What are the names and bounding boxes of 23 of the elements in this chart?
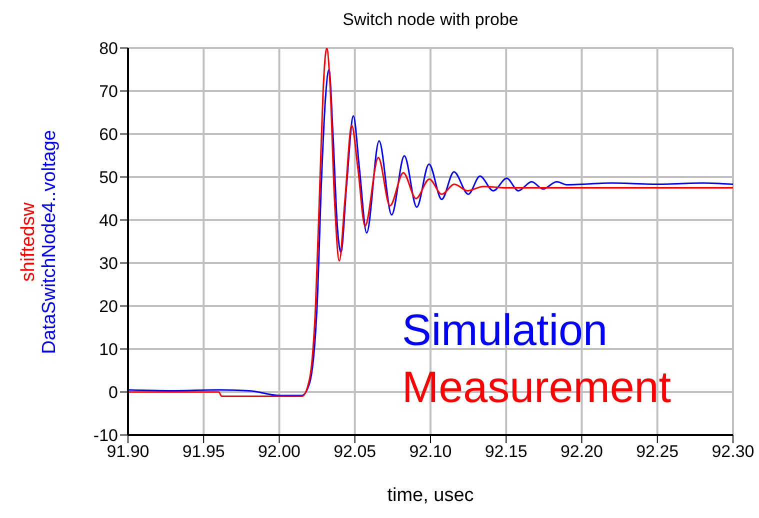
y-tick-label: 0: [108, 383, 118, 402]
annotation: Simulation: [402, 305, 608, 357]
y-tick-label: 80: [99, 39, 118, 58]
y-tick-label: 70: [99, 82, 118, 102]
y-tick-label: 20: [99, 297, 118, 316]
chart-title: Switch node with probe: [342, 10, 520, 30]
annotation: Measurement: [402, 362, 672, 414]
x-tick-label: 92.10: [409, 442, 452, 462]
text: DataSwitchNode4..voltage: [39, 130, 60, 354]
x-tick-label: 91.95: [182, 442, 225, 462]
y-tick-label: 10: [99, 340, 118, 360]
x-tick-label: 92.00: [258, 442, 301, 462]
x-tick-label: 92.20: [560, 442, 604, 462]
y-tick-label: 60: [99, 125, 118, 144]
y-tick-label: 50: [99, 168, 118, 188]
y-tick-label: 30: [99, 254, 118, 274]
y-tick-label: 40: [99, 211, 118, 230]
x-tick-label: 92.25: [636, 442, 679, 462]
x-tick-label: 92.15: [484, 442, 528, 462]
x-tick-label: 92.05: [334, 442, 376, 462]
text: shiftedsw: [18, 200, 40, 284]
x-tick-label: 92.30: [712, 442, 754, 462]
x-axis-title: time, usec: [386, 485, 475, 507]
